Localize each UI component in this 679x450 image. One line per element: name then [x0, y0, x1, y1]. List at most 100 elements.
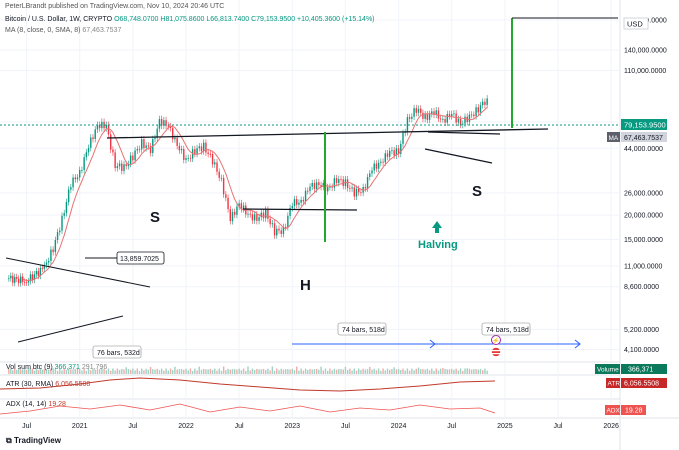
mid-shelf-line [242, 208, 358, 211]
price-callout-label: 13,859.7025 [120, 256, 159, 263]
volume-bars [8, 366, 488, 374]
volume-bar [242, 368, 245, 374]
arrow-head-right [574, 339, 581, 349]
volume-bar [187, 370, 189, 374]
volume-bar [342, 369, 344, 374]
volume-bar [160, 368, 163, 374]
candle-body [442, 119, 444, 120]
candle-body [37, 271, 40, 276]
candle-body [280, 230, 282, 234]
volume-bar [216, 370, 218, 374]
ma-value: 67,463.7537 [82, 27, 122, 34]
candle-body [205, 142, 207, 153]
volume-bar [309, 368, 311, 374]
volume-bar [415, 368, 418, 374]
candle-body [156, 128, 158, 138]
candle-body [260, 212, 263, 218]
volume-bar [291, 368, 294, 374]
volume-bar [101, 367, 103, 374]
candle-body [132, 155, 134, 161]
atr-line [0, 377, 496, 392]
symbol-legend[interactable]: Bitcoin / U.S. Dollar, 1W, CRYPTO O68,74… [5, 16, 375, 23]
volume-bar [444, 368, 446, 374]
candle-body [14, 277, 16, 283]
volume-bar [249, 370, 251, 374]
candle-body [171, 128, 174, 140]
candle-body [477, 107, 480, 113]
atr-pane-legend[interactable]: ATR (30, RMA) 6,056.5508 [6, 381, 90, 388]
candle-body [289, 208, 291, 216]
volume-bar [462, 370, 464, 374]
candle-body [229, 209, 232, 222]
candle-body [446, 114, 449, 123]
volume-bar [205, 369, 207, 374]
candle-body [76, 177, 79, 180]
volume-bar [240, 370, 243, 374]
candle-body [158, 119, 161, 129]
volume-bar [289, 369, 291, 374]
volume-bar [295, 366, 298, 374]
candle-body [178, 145, 181, 151]
candle-body [83, 157, 85, 170]
candle-body [304, 190, 307, 202]
volume-bar [63, 368, 65, 374]
candle-body [320, 185, 322, 187]
candle-body [293, 199, 296, 207]
candle-body [136, 149, 139, 151]
candle-body [300, 199, 302, 203]
volume-bar [61, 370, 63, 374]
ma-badge-label: MA [609, 135, 619, 142]
tradingview-logo[interactable]: ⧉ TradingView [6, 436, 61, 446]
volume-bar [273, 370, 276, 374]
halving-event-icon [491, 335, 501, 345]
candle-body [424, 114, 426, 119]
volume-bar [324, 368, 327, 374]
volume-bar [74, 368, 77, 374]
candle-body [388, 150, 391, 157]
candle-body [107, 124, 110, 135]
candle-body [298, 202, 300, 205]
volume-bar [105, 370, 108, 374]
close-value: C79,153.9500 [251, 16, 296, 23]
volume-bar [123, 369, 125, 374]
volume-bar [96, 369, 99, 374]
volume-bar [442, 367, 444, 374]
adx-line [0, 403, 496, 415]
ma-legend[interactable]: MA (8, close, 0, SMA, 8) 67,463.7537 [5, 27, 121, 34]
volume-bar [107, 368, 110, 374]
candle-body [484, 101, 486, 105]
volume-bar [229, 369, 232, 374]
volume-bar [473, 369, 475, 374]
candle-body [59, 230, 61, 233]
volume-bar [475, 369, 477, 374]
volume-pane-legend[interactable]: Vol sum btc (9) 366,371 291,796 [6, 364, 107, 371]
volume-bar [158, 370, 161, 374]
candle-body [326, 187, 329, 192]
candle-body [411, 116, 413, 119]
volume-bar [433, 370, 435, 374]
volume-bar [169, 368, 172, 374]
volume-bar [198, 366, 201, 374]
volume-bar [33, 370, 36, 374]
bars-label-c: 76 bars, 532d [97, 350, 140, 357]
time-tick-label: 2025 [497, 423, 513, 430]
volume-bar [238, 368, 240, 374]
candle-body [473, 114, 475, 117]
candle-body [202, 142, 205, 152]
candle-body [198, 146, 201, 149]
volume-value-1: 366,371 [54, 364, 80, 371]
volume-bar [76, 367, 79, 374]
volume-bar [406, 368, 409, 374]
volume-bar [382, 368, 384, 374]
candle-body [433, 111, 435, 115]
candle-body [346, 179, 349, 189]
adx-pane-legend[interactable]: ADX (14, 14) 19.28 [6, 401, 66, 408]
price-tick-label: 15,000.0000 [624, 237, 663, 244]
candle-body [72, 177, 74, 188]
candle-body [284, 226, 287, 228]
candle-body [380, 161, 382, 163]
volume-bar [245, 370, 247, 374]
volume-bar [207, 369, 209, 374]
last-price-label: 79,153.9500 [624, 121, 666, 130]
